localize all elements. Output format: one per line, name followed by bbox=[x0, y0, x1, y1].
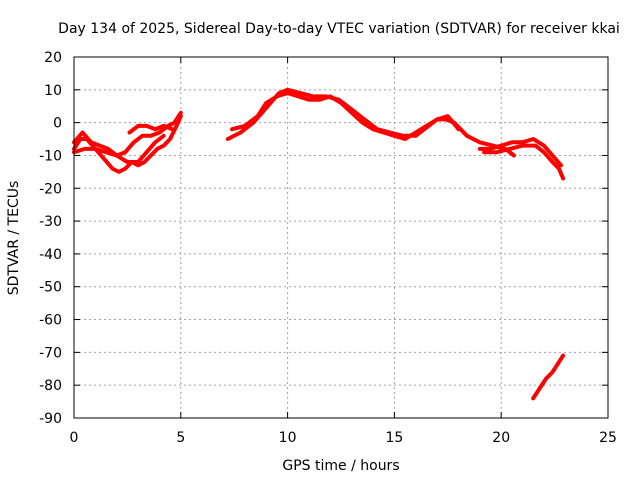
plot-frame bbox=[73, 56, 609, 419]
x-tick-label: 15 bbox=[385, 430, 403, 446]
series-arc-7 bbox=[477, 137, 563, 168]
series-arc-6 bbox=[230, 91, 461, 141]
y-tick-label: 0 bbox=[53, 116, 62, 132]
grid bbox=[74, 57, 608, 418]
y-tick-label: 20 bbox=[44, 50, 62, 66]
series-arc-4 bbox=[127, 123, 175, 135]
series-arc-9 bbox=[531, 353, 566, 401]
axis-ticks: 0 5 10 15 20 25 20 10 0 -10 -20 -30 -40 -50 -60 -70 -80 -… bbox=[39, 50, 617, 446]
y-tick-label: -20 bbox=[39, 181, 62, 197]
y-tick-label: -40 bbox=[39, 247, 62, 263]
x-tick-label: 0 bbox=[70, 430, 79, 446]
y-tick-label: -30 bbox=[39, 214, 62, 230]
x-tick-label: 5 bbox=[176, 430, 185, 446]
series-arc-8 bbox=[482, 143, 566, 181]
y-tick-label: -60 bbox=[39, 313, 62, 329]
chart-title: Day 134 of 2025, Sidereal Day-to-day VTE… bbox=[58, 21, 620, 37]
y-tick-label: -80 bbox=[39, 378, 62, 394]
x-axis-label: GPS time / hours bbox=[282, 458, 399, 474]
x-tick-label: 25 bbox=[599, 430, 617, 446]
y-axis-label: SDTVAR / TECUs bbox=[6, 181, 22, 296]
y-tick-label: -10 bbox=[39, 148, 62, 164]
y-tick-label: -70 bbox=[39, 345, 62, 361]
x-tick-label: 10 bbox=[279, 430, 297, 446]
y-tick-label: -90 bbox=[39, 411, 62, 427]
y-tick-label: -50 bbox=[39, 280, 62, 296]
x-tick-label: 20 bbox=[492, 430, 510, 446]
series-arc-3 bbox=[72, 133, 166, 164]
series-group bbox=[72, 87, 566, 401]
y-tick-label: 10 bbox=[44, 83, 62, 99]
